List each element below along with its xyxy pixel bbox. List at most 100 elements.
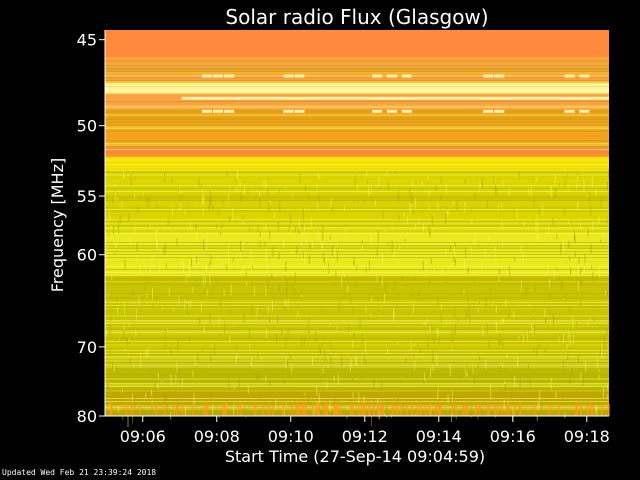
texture-speck <box>501 220 503 228</box>
texture-speck <box>319 176 321 180</box>
burst-mark <box>494 74 505 78</box>
texture-speck <box>300 294 302 299</box>
texture-speck <box>532 327 534 337</box>
texture-line <box>105 333 609 335</box>
texture-speck <box>236 170 238 182</box>
texture-speck <box>265 256 267 269</box>
texture-speck <box>504 383 506 394</box>
texture-speck <box>179 190 181 195</box>
texture-speck <box>394 171 396 174</box>
texture-speck <box>538 210 540 214</box>
texture-line <box>105 131 609 132</box>
rfi-streak <box>466 403 469 416</box>
texture-speck <box>211 344 213 349</box>
texture-speck <box>310 217 312 227</box>
burst-mark <box>201 109 212 113</box>
texture-speck <box>257 224 259 232</box>
texture-speck <box>366 180 368 185</box>
texture-speck <box>210 351 212 362</box>
texture-speck <box>268 202 270 211</box>
rfi-streak <box>590 403 593 416</box>
texture-speck <box>198 177 200 187</box>
texture-speck <box>501 362 503 369</box>
texture-line <box>105 233 609 234</box>
texture-speck <box>378 176 380 189</box>
texture-speck <box>167 328 169 334</box>
texture-speck <box>265 248 267 261</box>
texture-speck <box>178 295 180 306</box>
texture-speck <box>265 223 267 231</box>
texture-speck <box>477 362 479 368</box>
texture-speck <box>489 287 491 296</box>
burst-mark <box>283 109 294 113</box>
texture-speck <box>605 290 607 296</box>
texture-speck <box>284 185 286 190</box>
texture-speck <box>351 378 353 382</box>
texture-speck <box>203 239 205 250</box>
texture-speck <box>362 243 364 250</box>
texture-speck <box>308 318 310 329</box>
texture-speck <box>194 355 196 366</box>
rfi-streak <box>138 403 141 416</box>
texture-speck <box>600 196 602 208</box>
texture-speck <box>321 241 323 250</box>
texture-speck <box>590 244 592 254</box>
texture-speck <box>409 187 411 198</box>
texture-speck <box>537 233 539 242</box>
texture-speck <box>318 229 320 239</box>
texture-speck <box>272 247 274 258</box>
texture-speck <box>438 337 440 344</box>
texture-speck <box>273 212 275 219</box>
texture-speck <box>336 241 338 247</box>
texture-speck <box>498 339 500 346</box>
texture-speck <box>593 316 595 322</box>
texture-speck <box>196 256 198 264</box>
texture-speck <box>375 200 377 206</box>
texture-speck <box>564 412 566 418</box>
texture-speck <box>376 246 378 257</box>
rfi-streak <box>372 403 375 416</box>
rfi-streak <box>350 403 352 416</box>
burst-mark <box>386 109 397 113</box>
rfi-streak <box>109 403 112 416</box>
texture-speck <box>171 179 173 183</box>
texture-line <box>105 224 609 225</box>
texture-speck <box>501 318 503 325</box>
texture-speck <box>453 245 455 257</box>
texture-speck <box>535 283 537 294</box>
texture-speck <box>156 239 158 248</box>
texture-speck <box>246 281 248 287</box>
texture-speck <box>361 239 363 245</box>
texture-line <box>105 297 609 299</box>
texture-speck <box>398 214 400 220</box>
texture-speck <box>334 398 336 406</box>
rfi-streak <box>506 403 508 416</box>
texture-speck <box>393 308 395 312</box>
texture-speck <box>429 279 431 285</box>
texture-line <box>105 246 609 248</box>
texture-speck <box>285 337 287 346</box>
texture-speck <box>184 210 186 215</box>
texture-speck <box>584 253 586 266</box>
texture-speck <box>206 240 208 251</box>
texture-speck <box>375 316 377 319</box>
texture-speck <box>360 373 362 380</box>
texture-speck <box>240 193 242 204</box>
y-axis-label: Frequency [MHz] <box>48 158 67 292</box>
texture-speck <box>437 387 439 399</box>
x-tick-label: 09:08 <box>194 427 240 446</box>
texture-speck <box>453 201 455 205</box>
texture-speck <box>268 316 270 323</box>
texture-speck <box>564 247 566 251</box>
texture-speck <box>278 287 280 291</box>
texture-speck <box>598 374 600 380</box>
texture-speck <box>147 276 149 284</box>
texture-speck <box>569 306 571 313</box>
texture-speck <box>526 331 528 341</box>
texture-speck <box>440 194 442 201</box>
texture-speck <box>559 182 561 187</box>
rfi-streak <box>155 403 158 416</box>
texture-speck <box>265 285 267 296</box>
texture-speck <box>437 328 439 338</box>
texture-line <box>105 110 609 111</box>
